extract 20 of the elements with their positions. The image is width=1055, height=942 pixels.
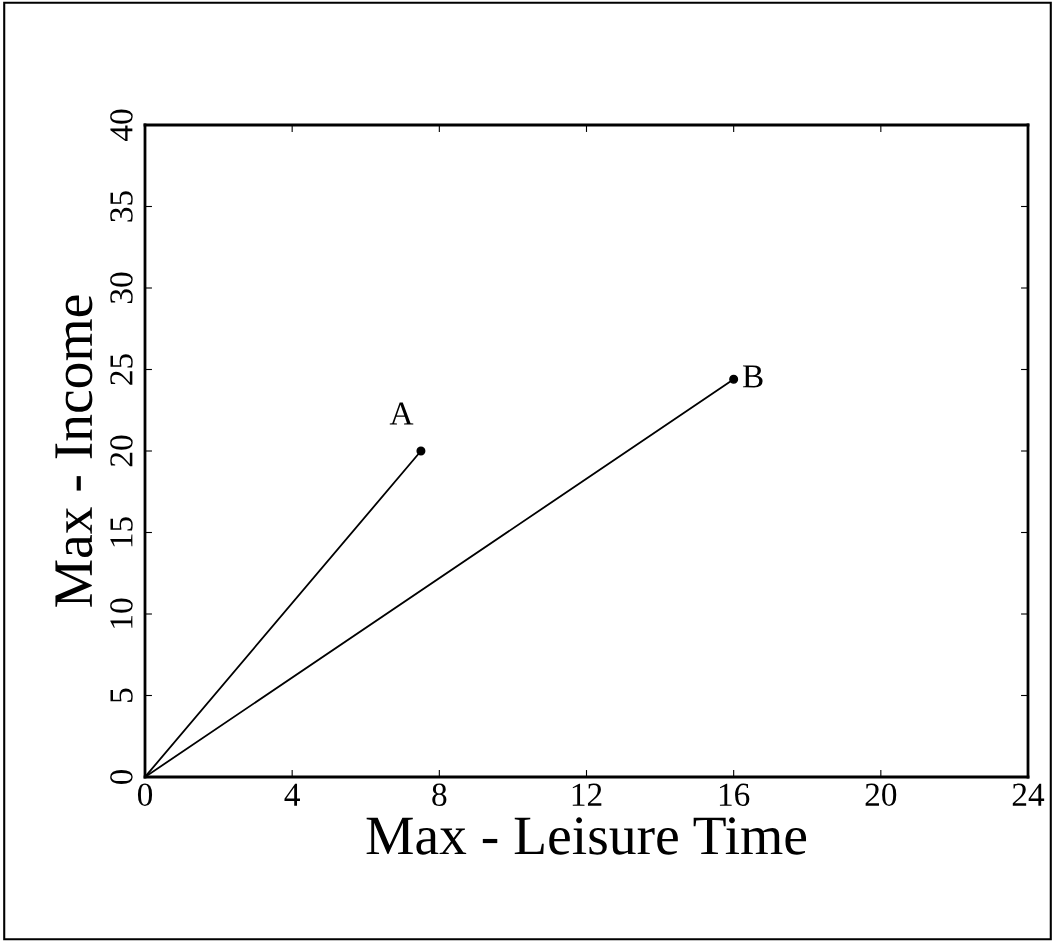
- x-tick-label: 8: [432, 783, 447, 807]
- y-tick-label: 5: [110, 688, 133, 702]
- x-tick-label: 24: [1012, 783, 1045, 806]
- x-tick-label: 0: [137, 783, 153, 807]
- y-tick-label: 10: [110, 598, 133, 628]
- x-tick-label: 12: [572, 783, 602, 806]
- y-tick-label: 30: [110, 272, 133, 304]
- y-tick-label: 0: [110, 769, 133, 785]
- x-tick-label: 16: [719, 783, 750, 807]
- x-axis-title: Max - Leisure Time: [366, 817, 807, 855]
- y-tick-label: 25: [110, 354, 133, 385]
- y-axis-title: Max - Income: [55, 295, 93, 607]
- y-tick-label: 40: [110, 109, 133, 142]
- annotation: A: [389, 402, 414, 425]
- y-tick-label: 35: [110, 191, 133, 222]
- y-tick-label: 20: [110, 435, 133, 467]
- y-tick-label: 15: [110, 517, 133, 547]
- x-tick-label: 20: [865, 783, 897, 807]
- x-tick-label: 4: [284, 783, 300, 806]
- annotation: B: [742, 365, 763, 388]
